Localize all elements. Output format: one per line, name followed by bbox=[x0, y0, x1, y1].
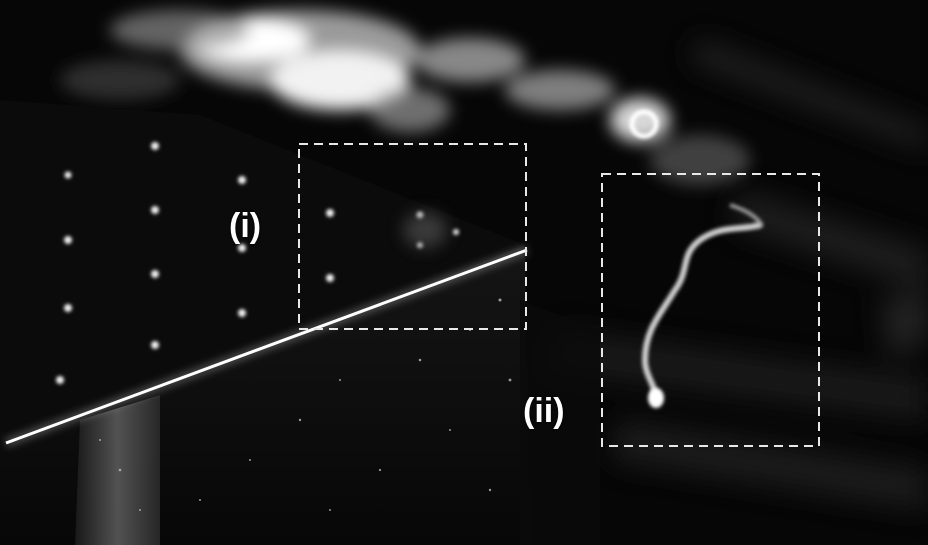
vortex-ring bbox=[629, 109, 659, 139]
smoke-filament bbox=[641, 203, 764, 398]
corner-glint bbox=[403, 212, 447, 248]
filament-bright-spot bbox=[648, 388, 664, 408]
block-shadow bbox=[520, 300, 600, 545]
background-streaks bbox=[540, 40, 928, 510]
surface-specks bbox=[99, 298, 512, 511]
smoke-plume bbox=[60, 10, 750, 185]
block-reflection-strip bbox=[75, 395, 160, 545]
block-top-face bbox=[0, 100, 525, 455]
region-ii-box bbox=[601, 173, 820, 447]
region-ii-label: (ii) bbox=[523, 392, 565, 430]
region-i-box bbox=[298, 143, 527, 330]
region-i-label: (i) bbox=[229, 207, 262, 245]
